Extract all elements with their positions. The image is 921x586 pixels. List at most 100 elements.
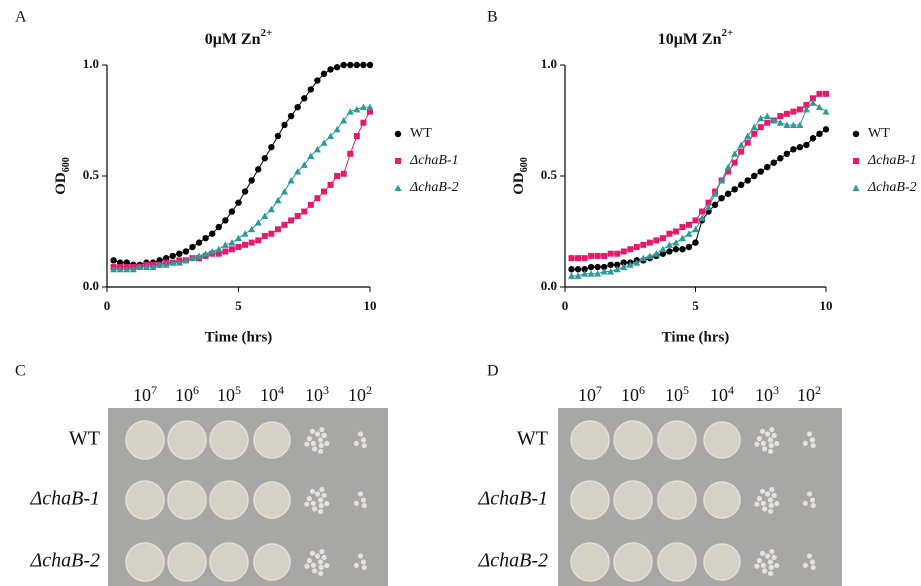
colony	[317, 570, 324, 577]
marker	[366, 61, 374, 69]
marker	[600, 263, 608, 271]
marker	[646, 239, 653, 246]
colony	[357, 491, 364, 497]
marker	[353, 61, 361, 69]
series-line	[113, 111, 371, 268]
colony	[317, 508, 324, 515]
marker	[281, 221, 288, 228]
colony	[319, 426, 325, 433]
colony-spot	[209, 542, 249, 582]
legend-label: WT	[410, 126, 432, 141]
colony	[310, 500, 316, 506]
series-line	[571, 93, 826, 259]
marker	[248, 177, 255, 184]
colony	[806, 553, 813, 559]
marker	[633, 244, 640, 251]
marker	[705, 199, 712, 206]
dilution-exp: 4	[728, 383, 734, 397]
marker	[815, 103, 823, 111]
marker	[725, 168, 732, 175]
marker	[718, 176, 726, 184]
colony	[353, 440, 359, 446]
marker	[731, 159, 738, 166]
marker	[744, 139, 751, 146]
marker	[235, 199, 242, 206]
colony-spot	[657, 480, 697, 520]
marker	[822, 126, 830, 133]
strain-label: ΔchaB-2	[30, 550, 101, 572]
marker	[568, 255, 575, 262]
y-axis-label: OD600	[53, 157, 72, 195]
marker	[750, 123, 758, 131]
title-text: 10μM Zn	[658, 31, 722, 48]
series-line	[571, 102, 827, 277]
marker	[724, 190, 732, 197]
dilution-base: 10	[260, 385, 278, 405]
colony	[774, 500, 780, 507]
dilution-label: 105	[217, 383, 241, 405]
marker	[620, 248, 627, 255]
dilution-label: 103	[755, 383, 779, 405]
marker	[288, 217, 295, 224]
colony	[802, 440, 808, 446]
dilution-exp: 7	[151, 383, 157, 397]
colony	[806, 491, 813, 497]
marker	[574, 272, 582, 279]
marker	[346, 108, 354, 115]
colony	[304, 501, 310, 507]
strain-label: ΔchaB-2	[478, 550, 549, 572]
colony-spot	[657, 420, 697, 460]
marker	[770, 117, 778, 124]
marker	[294, 212, 301, 219]
marker	[757, 114, 765, 122]
colony	[306, 496, 312, 502]
marker	[699, 208, 706, 215]
marker	[633, 259, 641, 266]
marker	[116, 265, 124, 273]
marker	[320, 139, 328, 146]
marker	[267, 205, 275, 213]
marker	[620, 263, 628, 271]
colony	[321, 432, 327, 439]
marker	[678, 234, 686, 242]
marker	[294, 103, 301, 111]
colony	[319, 548, 325, 555]
marker	[770, 159, 777, 166]
marker	[790, 146, 797, 153]
colony	[317, 437, 324, 443]
marker	[776, 119, 784, 126]
marker	[327, 181, 334, 188]
dilution-base: 10	[621, 385, 639, 405]
title-text: 0μM Zn	[205, 31, 261, 48]
marker	[594, 270, 602, 277]
dilution-exp: 6	[193, 383, 199, 397]
dilution-exp: 6	[639, 383, 645, 397]
marker	[796, 106, 803, 113]
marker	[221, 241, 229, 248]
colony	[304, 563, 310, 569]
colony	[309, 428, 316, 434]
series-line	[571, 128, 827, 270]
marker	[823, 90, 829, 97]
colony-spot	[125, 542, 165, 582]
colony	[360, 497, 367, 503]
marker	[731, 150, 739, 157]
marker	[110, 257, 117, 264]
dilution-exp: 2	[366, 383, 372, 397]
colony	[767, 497, 774, 503]
marker	[235, 234, 242, 242]
marker	[614, 261, 621, 268]
marker	[613, 265, 621, 273]
colony	[312, 568, 318, 574]
colony	[768, 502, 774, 509]
colony	[314, 553, 321, 559]
marker	[692, 225, 699, 233]
dilution-exp: 7	[596, 383, 602, 397]
marker	[783, 150, 791, 157]
marker	[215, 250, 222, 257]
legend-marker	[394, 130, 402, 138]
marker	[685, 243, 693, 251]
marker	[176, 250, 183, 257]
marker	[705, 203, 713, 211]
